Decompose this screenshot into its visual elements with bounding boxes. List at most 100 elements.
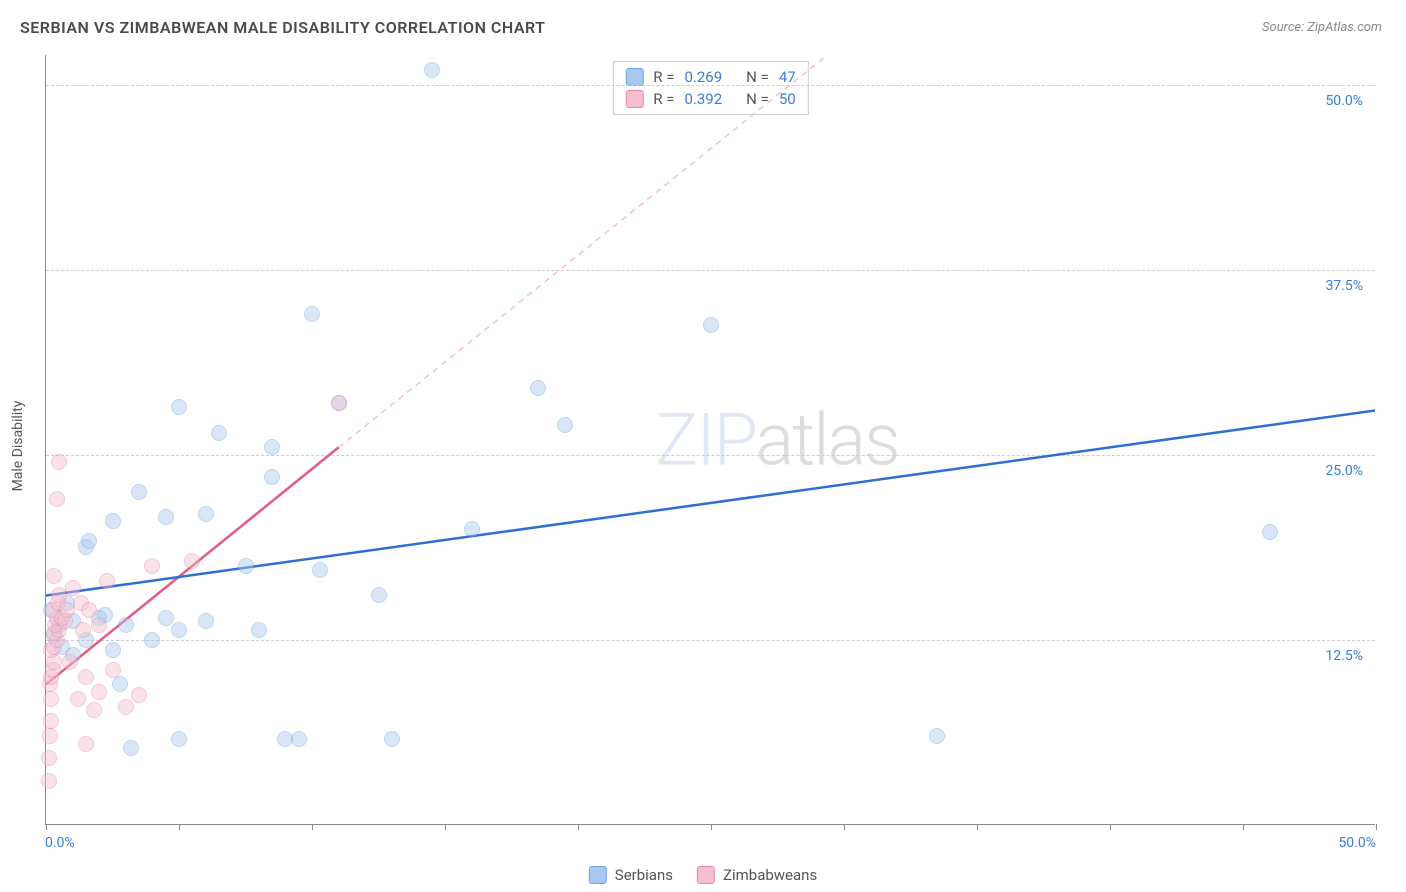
n-label: N = xyxy=(746,68,769,86)
scatter-point xyxy=(131,687,147,703)
scatter-point xyxy=(464,521,480,537)
scatter-point xyxy=(304,306,320,322)
x-tick xyxy=(578,824,579,830)
scatter-point xyxy=(112,676,128,692)
r-value: 0.269 xyxy=(684,68,722,86)
y-tick-label: 50.0% xyxy=(1325,93,1363,109)
scatter-point xyxy=(41,773,57,789)
scatter-point xyxy=(51,454,67,470)
x-tick-label-left: 0.0% xyxy=(45,835,75,851)
scatter-point xyxy=(91,617,107,633)
scatter-point xyxy=(78,669,94,685)
legend-correlation-row: R = 0.392 N = 50 xyxy=(625,88,795,110)
legend-series-item: Zimbabweans xyxy=(697,866,817,884)
n-label: N = xyxy=(746,90,769,108)
scatter-point xyxy=(264,439,280,455)
scatter-point xyxy=(557,417,573,433)
legend-swatch xyxy=(625,90,643,108)
chart-source: Source: ZipAtlas.com xyxy=(1262,20,1382,35)
r-value: 0.392 xyxy=(684,90,722,108)
scatter-point xyxy=(43,691,59,707)
scatter-point xyxy=(171,399,187,415)
legend-series-item: Serbians xyxy=(589,866,673,884)
scatter-point xyxy=(43,713,59,729)
gridline-horizontal xyxy=(46,640,1375,641)
scatter-point xyxy=(65,580,81,596)
scatter-point xyxy=(171,622,187,638)
x-tick xyxy=(445,824,446,830)
y-axis-label: Male Disability xyxy=(10,401,26,492)
x-tick xyxy=(1376,824,1377,830)
gridline-horizontal xyxy=(46,455,1375,456)
y-tick-label: 25.0% xyxy=(1325,463,1363,479)
scatter-point xyxy=(703,317,719,333)
scatter-point xyxy=(118,699,134,715)
n-value: 50 xyxy=(779,90,796,108)
scatter-point xyxy=(384,731,400,747)
scatter-point xyxy=(929,728,945,744)
scatter-point xyxy=(118,617,134,633)
legend-series-label: Serbians xyxy=(615,866,673,884)
scatter-point xyxy=(291,731,307,747)
y-tick-label: 37.5% xyxy=(1325,278,1363,294)
scatter-point xyxy=(530,380,546,396)
scatter-point xyxy=(78,736,94,752)
scatter-point xyxy=(99,573,115,589)
scatter-point xyxy=(81,533,97,549)
scatter-point xyxy=(62,654,78,670)
scatter-point xyxy=(49,491,65,507)
scatter-point xyxy=(424,62,440,78)
legend-swatch xyxy=(625,68,643,86)
scatter-point xyxy=(131,484,147,500)
scatter-point xyxy=(184,553,200,569)
x-tick xyxy=(312,824,313,830)
gridline-horizontal xyxy=(46,270,1375,271)
scatter-point xyxy=(371,587,387,603)
scatter-point xyxy=(42,728,58,744)
gridline-horizontal xyxy=(46,85,1375,86)
scatter-point xyxy=(171,731,187,747)
legend-series-label: Zimbabweans xyxy=(723,866,817,884)
trend-lines xyxy=(46,55,1375,824)
y-tick-label: 12.5% xyxy=(1325,648,1363,664)
n-value: 47 xyxy=(779,68,796,86)
scatter-point xyxy=(105,513,121,529)
scatter-point xyxy=(105,642,121,658)
scatter-point xyxy=(105,662,121,678)
watermark: ZIPatlas xyxy=(655,397,898,482)
scatter-point xyxy=(144,632,160,648)
scatter-point xyxy=(123,740,139,756)
scatter-point xyxy=(264,469,280,485)
scatter-point xyxy=(70,691,86,707)
scatter-point xyxy=(251,622,267,638)
scatter-point xyxy=(198,506,214,522)
scatter-point xyxy=(211,425,227,441)
legend-series: Serbians Zimbabweans xyxy=(589,866,817,884)
scatter-point xyxy=(1262,524,1278,540)
scatter-point xyxy=(144,558,160,574)
chart-title: SERBIAN VS ZIMBABWEAN MALE DISABILITY CO… xyxy=(20,18,546,37)
x-tick xyxy=(1243,824,1244,830)
scatter-point xyxy=(46,568,62,584)
scatter-point xyxy=(238,558,254,574)
scatter-point xyxy=(91,684,107,700)
x-tick xyxy=(711,824,712,830)
x-tick xyxy=(844,824,845,830)
legend-swatch xyxy=(697,866,715,884)
scatter-point xyxy=(75,622,91,638)
x-tick xyxy=(1110,824,1111,830)
scatter-point xyxy=(41,750,57,766)
x-tick xyxy=(46,824,47,830)
scatter-point xyxy=(198,613,214,629)
x-tick xyxy=(179,824,180,830)
legend-swatch xyxy=(589,866,607,884)
scatter-point xyxy=(331,395,347,411)
r-label: R = xyxy=(653,90,674,108)
scatter-point xyxy=(81,602,97,618)
r-label: R = xyxy=(653,68,674,86)
scatter-point xyxy=(158,610,174,626)
x-tick xyxy=(977,824,978,830)
legend-correlation: R = 0.269 N = 47 R = 0.392 N = 50 xyxy=(612,61,808,115)
x-tick-label-right: 50.0% xyxy=(1338,835,1376,851)
scatter-point xyxy=(158,509,174,525)
